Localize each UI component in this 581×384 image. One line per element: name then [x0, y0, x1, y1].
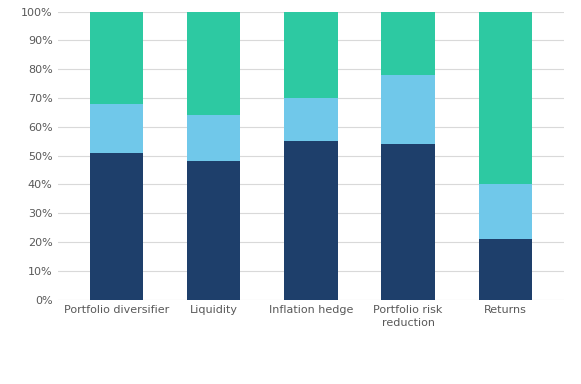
Bar [89, 153, 143, 300]
Bar [284, 12, 338, 98]
Bar [187, 161, 241, 300]
Bar [187, 12, 241, 115]
Bar [479, 239, 532, 300]
Bar [479, 12, 532, 184]
Bar [89, 104, 143, 153]
Bar [89, 12, 143, 104]
Bar [284, 98, 338, 141]
Bar [187, 115, 241, 161]
Bar [381, 12, 435, 75]
Bar [381, 75, 435, 144]
Bar [381, 144, 435, 300]
Bar [284, 141, 338, 300]
Bar [479, 184, 532, 239]
